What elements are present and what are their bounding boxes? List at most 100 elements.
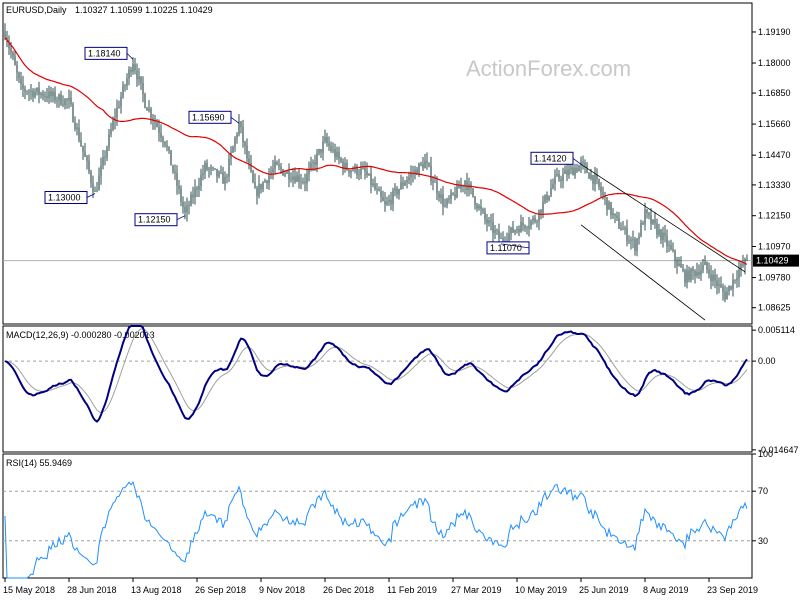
candle-body <box>316 153 318 165</box>
candle-body <box>58 94 60 101</box>
candle-body <box>26 91 28 93</box>
candle-body <box>8 42 10 49</box>
macd-tick-label: 0.00 <box>758 356 776 366</box>
candle-body <box>690 268 692 281</box>
candle-body <box>616 215 618 218</box>
candle-body <box>654 219 656 224</box>
last-price-label: 1.10429 <box>756 256 789 266</box>
candle-body <box>130 69 132 73</box>
macd-panel-frame <box>2 325 753 453</box>
candle-body <box>224 176 226 184</box>
candle-body <box>586 165 588 173</box>
candle-body <box>524 225 526 229</box>
candle-body <box>608 202 610 210</box>
candle-body <box>642 222 644 225</box>
candle-body <box>568 169 570 176</box>
candle-body <box>102 156 104 166</box>
moving-average-line <box>4 37 748 265</box>
candle-body <box>702 265 704 271</box>
candle-body <box>216 168 218 177</box>
rsi-lines <box>3 480 752 579</box>
candle-body <box>46 96 48 99</box>
candle-body <box>676 260 678 266</box>
candle-body <box>48 91 50 99</box>
candle-body <box>398 189 400 195</box>
time-tick-label: 15 May 2018 <box>3 585 55 595</box>
time-tick-label: 9 Nov 2018 <box>259 585 305 595</box>
candle-body <box>156 122 158 127</box>
candle-body <box>636 238 638 251</box>
candle-body <box>144 94 146 108</box>
candle-body <box>518 228 520 233</box>
candle-body <box>744 258 746 266</box>
price-annotation-leader <box>176 215 186 221</box>
candle-body <box>44 96 46 98</box>
candle-body <box>214 168 216 170</box>
price-tick-label: 1.16850 <box>758 88 791 98</box>
candle-body <box>194 188 196 198</box>
candle-body <box>346 163 348 170</box>
candle-body <box>162 137 164 142</box>
macd-panel: MACD(12,26,9) -0.000280 -0.002013 0.0051… <box>2 325 799 455</box>
candle-body <box>638 236 640 239</box>
candle-body <box>126 78 128 86</box>
candle-body <box>38 87 40 95</box>
candle-body <box>12 52 14 57</box>
candle-body <box>384 200 386 205</box>
candle-body <box>240 121 242 128</box>
candle-body <box>122 85 124 97</box>
candle-body <box>538 209 540 222</box>
price-annotation-label: 1.14120 <box>534 153 567 163</box>
candle-body <box>234 138 236 147</box>
candle-body <box>432 180 434 183</box>
candle-body <box>320 149 322 153</box>
candle-body <box>158 126 160 133</box>
candle-body <box>340 158 342 162</box>
candle-body <box>728 285 730 292</box>
candle-body <box>256 188 258 196</box>
candle-body <box>392 190 394 205</box>
candle-body <box>422 163 424 169</box>
chart-header-ohlc: 1.10327 1.10599 1.10225 1.10429 <box>75 5 213 15</box>
candle-body <box>128 69 130 79</box>
candle-body <box>578 165 580 172</box>
candle-body <box>648 213 650 216</box>
macd-lines <box>3 325 752 423</box>
candle-body <box>522 222 524 226</box>
time-tick-label: 26 Dec 2018 <box>323 585 374 595</box>
candle-body <box>614 213 616 216</box>
candle-body <box>280 166 282 170</box>
candle-body <box>402 182 404 186</box>
macd-main-line <box>4 325 748 423</box>
time-tick-label: 11 Feb 2019 <box>387 585 437 595</box>
candle-body <box>588 172 590 179</box>
candle-body <box>376 189 378 190</box>
candle-body <box>96 190 98 192</box>
candle-body <box>574 168 576 176</box>
candle-body <box>138 76 140 80</box>
candle-body <box>584 162 586 166</box>
candle-body <box>566 170 568 176</box>
candle-body <box>82 145 84 152</box>
candle-body <box>116 107 118 118</box>
candle-body <box>36 87 38 93</box>
candle-body <box>112 120 114 130</box>
candle-body <box>646 209 648 214</box>
candle-body <box>242 127 244 142</box>
candle-body <box>222 172 224 184</box>
candle-body <box>460 185 462 189</box>
candle-body <box>428 162 430 166</box>
price-annotation-leader <box>500 243 530 249</box>
candle-body <box>106 147 108 158</box>
rsi-axis: 100 70 30 <box>752 449 773 546</box>
candle-body <box>560 179 562 181</box>
candle-body <box>426 160 428 163</box>
rsi-panel-frame <box>2 453 753 579</box>
candle-body <box>104 156 106 158</box>
candle-body <box>232 146 234 153</box>
candle-body <box>302 181 304 183</box>
candle-body <box>198 186 200 190</box>
candle-body <box>544 194 546 202</box>
candle-body <box>14 56 16 66</box>
candle-body <box>558 174 560 180</box>
